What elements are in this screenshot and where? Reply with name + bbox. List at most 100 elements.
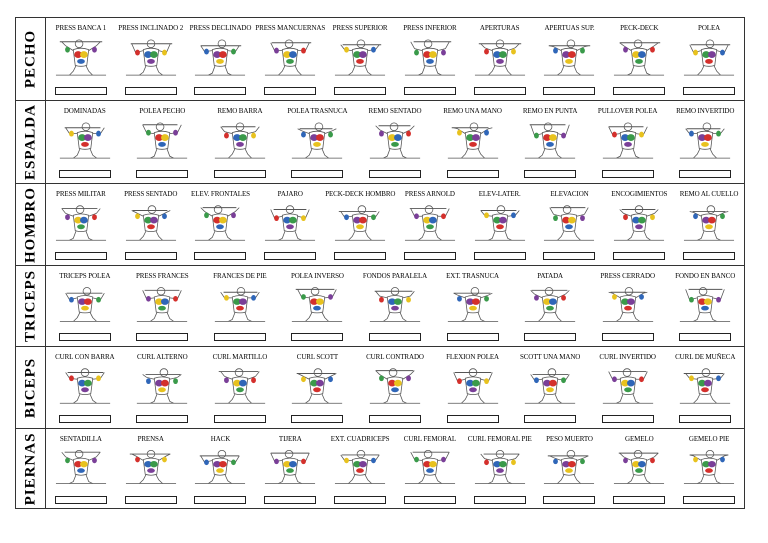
- answer-box[interactable]: [136, 170, 189, 178]
- exercise-illustration-icon: [680, 287, 731, 322]
- answer-box[interactable]: [136, 415, 189, 423]
- answer-box[interactable]: [334, 252, 387, 260]
- exercise-name: SENTADILLA: [59, 435, 102, 443]
- exercise-illustration-icon: [195, 39, 246, 76]
- answer-box[interactable]: [601, 415, 654, 423]
- answer-box[interactable]: [124, 252, 177, 260]
- exercise-cell: CURL CONTRADO: [356, 347, 434, 428]
- answer-box[interactable]: [446, 415, 499, 423]
- exercise-illustration-icon: [447, 287, 498, 322]
- exercise-illustration-icon: [404, 205, 455, 241]
- answer-box[interactable]: [613, 496, 666, 504]
- answer-box[interactable]: [543, 252, 596, 260]
- answer-box[interactable]: [194, 252, 247, 260]
- exercise-cell: PRENSA: [116, 429, 186, 509]
- exercise-name: ELEV. FRONTALES: [191, 190, 250, 198]
- answer-box[interactable]: [54, 496, 107, 504]
- exercise-illustration-icon: [59, 368, 110, 404]
- section-label-text: PIERNAS: [22, 432, 38, 506]
- exercise-name: TIJERA: [278, 435, 302, 443]
- answer-box[interactable]: [58, 415, 111, 423]
- answer-box[interactable]: [124, 87, 177, 95]
- answer-box[interactable]: [683, 87, 736, 95]
- exercise-name: EXT. CUADRICEPS: [330, 435, 390, 443]
- exercise-illustration-icon: [369, 122, 421, 159]
- answer-box[interactable]: [213, 415, 266, 423]
- answer-box[interactable]: [124, 496, 177, 504]
- answer-box[interactable]: [613, 252, 666, 260]
- exercise-illustration-icon: [524, 287, 576, 322]
- answer-box[interactable]: [403, 496, 456, 504]
- exercise-illustration-icon: [292, 368, 343, 404]
- answer-box[interactable]: [679, 415, 732, 423]
- answer-box[interactable]: [683, 496, 736, 504]
- answer-box[interactable]: [291, 333, 344, 341]
- answer-box[interactable]: [473, 252, 526, 260]
- answer-box[interactable]: [291, 415, 344, 423]
- exercise-illustration-icon: [680, 122, 731, 159]
- section-label: PIERNAS: [16, 429, 46, 509]
- answer-box[interactable]: [473, 496, 526, 504]
- answer-box[interactable]: [524, 170, 577, 178]
- answer-box[interactable]: [291, 170, 344, 178]
- exercise-cell: PRESS MILITAR: [46, 184, 116, 265]
- answer-box[interactable]: [194, 496, 247, 504]
- exercise-cell: PRESS SENTADO: [116, 184, 186, 265]
- exercise-name: APERTUAS SUP.: [544, 24, 595, 32]
- answer-box[interactable]: [679, 170, 732, 178]
- answer-box[interactable]: [194, 87, 247, 95]
- section-biceps: BICEPS CURL CON BARRA CURL ALTERNO CURL MAR…: [16, 347, 744, 429]
- answer-box[interactable]: [403, 252, 456, 260]
- answer-box[interactable]: [679, 333, 732, 341]
- answer-box[interactable]: [543, 87, 596, 95]
- answer-box[interactable]: [334, 87, 387, 95]
- answer-box[interactable]: [368, 333, 421, 341]
- answer-box[interactable]: [264, 87, 317, 95]
- answer-box[interactable]: [473, 87, 526, 95]
- exercise-cell: PECK-DECK: [604, 18, 674, 100]
- answer-box[interactable]: [446, 333, 499, 341]
- exercise-name: CURL CON BARRA: [55, 353, 115, 361]
- exercise-name: REMO EN PUNTA: [522, 107, 578, 115]
- answer-box[interactable]: [54, 87, 107, 95]
- answer-box[interactable]: [683, 252, 736, 260]
- exercise-cell: PRESS SUPERIOR: [325, 18, 395, 100]
- answer-box[interactable]: [264, 496, 317, 504]
- section-hombro: HOMBRO PRESS MILITAR PRESS SENTADO ELEV. FR…: [16, 184, 744, 266]
- exercise-cell: REMO UNA MANO: [434, 101, 512, 183]
- exercise-cell: PATADA: [511, 266, 589, 346]
- exercise-cell: SENTADILLA: [46, 429, 116, 509]
- answer-box[interactable]: [213, 170, 266, 178]
- answer-box[interactable]: [264, 252, 317, 260]
- answer-box[interactable]: [446, 170, 499, 178]
- answer-box[interactable]: [58, 170, 111, 178]
- section-label-text: TRICEPS: [22, 269, 38, 343]
- exercise-cell: POLEA INVERSO: [279, 266, 357, 346]
- exercise-name: PRESS SUPERIOR: [332, 24, 388, 32]
- exercise-illustration-icon: [335, 205, 386, 241]
- exercise-illustration-icon: [137, 122, 188, 159]
- answer-box[interactable]: [136, 333, 189, 341]
- exercise-cell: REMO BARRA: [201, 101, 279, 183]
- answer-box[interactable]: [601, 333, 654, 341]
- answer-box[interactable]: [601, 170, 654, 178]
- answer-box[interactable]: [403, 87, 456, 95]
- exercise-name: FONDO EN BANCO: [675, 272, 736, 280]
- section-label-text: HOMBRO: [22, 186, 38, 263]
- answer-box[interactable]: [54, 252, 107, 260]
- answer-box[interactable]: [368, 170, 421, 178]
- answer-box[interactable]: [524, 415, 577, 423]
- exercise-name: SCOTT UNA MANO: [519, 353, 581, 361]
- answer-box[interactable]: [334, 496, 387, 504]
- answer-box[interactable]: [213, 333, 266, 341]
- answer-box[interactable]: [543, 496, 596, 504]
- answer-box[interactable]: [58, 333, 111, 341]
- exercise-cell: APERTURAS: [465, 18, 535, 100]
- exercise-name: PATADA: [537, 272, 563, 280]
- answer-box[interactable]: [613, 87, 666, 95]
- exercise-cell: FONDOS PARALELA: [356, 266, 434, 346]
- answer-box[interactable]: [524, 333, 577, 341]
- exercise-cell: PRESS CERRADO: [589, 266, 667, 346]
- answer-box[interactable]: [368, 415, 421, 423]
- exercise-cell: PRESS BANCA 1: [46, 18, 116, 100]
